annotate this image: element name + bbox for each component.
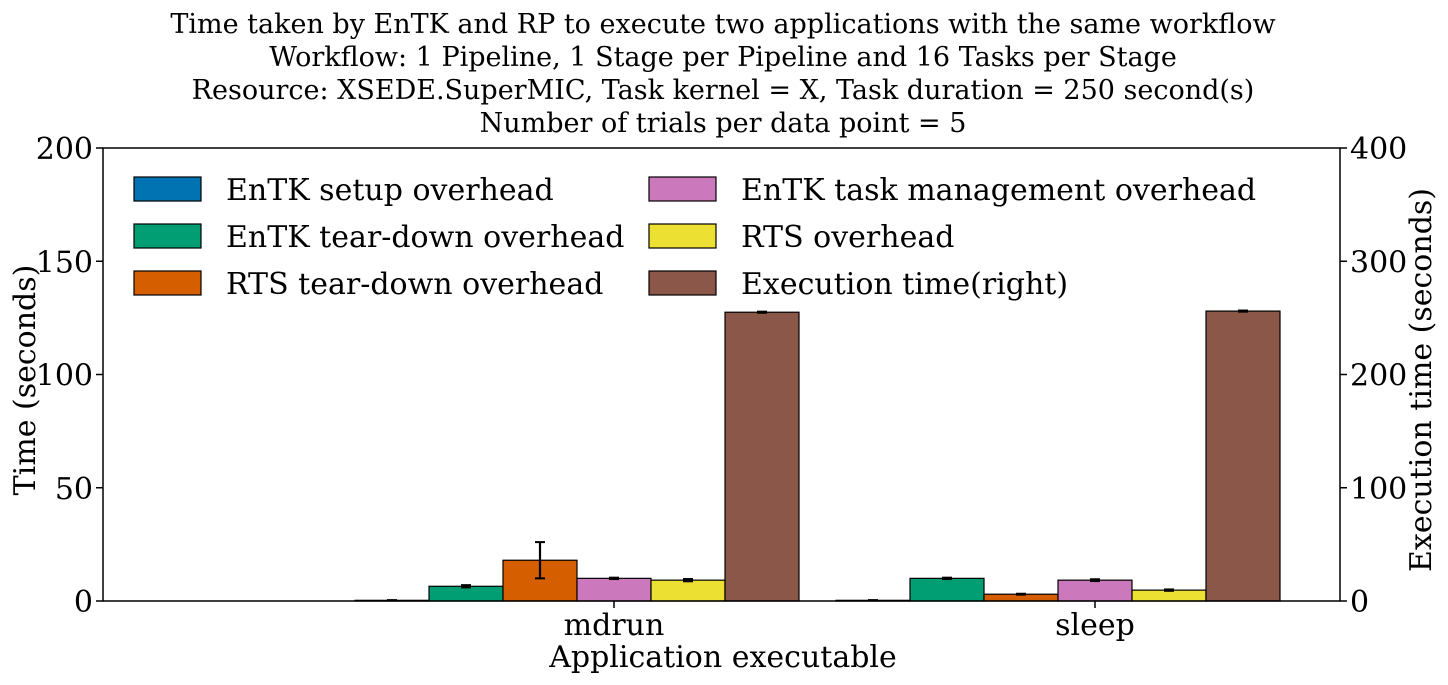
y-tick-label-left: 0 (74, 585, 93, 620)
error-bar-entk-task-management-overhead-sleep (1090, 578, 1100, 583)
legend-label: RTS overhead (741, 220, 954, 255)
bar-rts-overhead-mdrun (650, 579, 726, 602)
x-axis-label: Application executable (548, 640, 897, 675)
chart-title-line-4: Number of trials per data point = 5 (480, 108, 967, 139)
legend-label: EnTK tear-down overhead (226, 220, 624, 255)
bar-entk-tear-down-overhead-sleep (909, 577, 985, 602)
y-tick-label-left: 150 (36, 245, 93, 280)
error-bar-rts-tear-down-overhead-mdrun (535, 541, 545, 580)
x-tick-label-sleep: sleep (1055, 608, 1135, 643)
legend-swatch (648, 223, 717, 249)
y-axis-label-right: Execution time (seconds) (1404, 188, 1439, 572)
error-bar-entk-tear-down-overhead-mdrun (461, 584, 471, 589)
y-tick-label-left: 200 (36, 132, 93, 167)
legend-swatch (133, 223, 202, 249)
error-bar-rts-overhead-sleep (1164, 588, 1174, 592)
error-bar-rts-overhead-mdrun (683, 578, 693, 583)
ticks-group: 0 50 100 150 200 0 100 200 300 400 mdrun sleep (36, 132, 1408, 643)
y-tick-label-right: 300 (1350, 245, 1407, 280)
bar-entk-task-management-overhead-sleep (1057, 579, 1133, 602)
legend-label: RTS tear-down overhead (226, 267, 603, 302)
bars-group (354, 309, 1281, 602)
legend-label: EnTK task management overhead (741, 173, 1256, 208)
y-tick-label-right: 0 (1350, 585, 1369, 620)
legend: EnTK setup overhead EnTK tear-down overhe… (133, 173, 1256, 302)
legend-item-rts-overhead: RTS overhead (648, 220, 954, 255)
error-bar-execution-time-right--sleep (1238, 309, 1248, 313)
y-tick-label-right: 100 (1350, 472, 1407, 507)
error-bar-entk-tear-down-overhead-sleep (942, 576, 952, 581)
y-tick-label-right: 400 (1350, 132, 1407, 167)
y-tick-label-left: 100 (36, 359, 93, 394)
plot-frame (102, 147, 1341, 602)
bar-entk-task-management-overhead-mdrun (576, 577, 652, 602)
chart-title-line-3: Resource: XSEDE.SuperMIC, Task kernel = … (192, 75, 1255, 106)
legend-item-rts-tear-down-overhead: RTS tear-down overhead (133, 267, 603, 302)
y-axis-label-left: Time (seconds) (8, 265, 43, 496)
legend-label: EnTK setup overhead (226, 173, 554, 208)
chart-title-line-2: Workflow: 1 Pipeline, 1 Stage per Pipeli… (269, 42, 1177, 73)
legend-item-entk-tear-down-overhead: EnTK tear-down overhead (133, 220, 624, 255)
legend-swatch (133, 270, 202, 296)
error-bar-rts-tear-down-overhead-sleep (1016, 592, 1026, 596)
legend-swatch (648, 270, 717, 296)
y-tick-label-right: 200 (1350, 359, 1407, 394)
bar-entk-tear-down-overhead-mdrun (428, 585, 504, 602)
legend-item-execution-time-right-: Execution time(right) (648, 267, 1068, 302)
legend-item-entk-setup-overhead: EnTK setup overhead (133, 173, 554, 208)
error-bar-execution-time-right--mdrun (757, 310, 767, 314)
y-tick-label-left: 50 (55, 472, 93, 507)
legend-label: Execution time(right) (741, 267, 1068, 302)
bar-execution-time-right--mdrun (724, 311, 800, 602)
chart-title-line-1: Time taken by EnTK and RP to execute two… (170, 9, 1275, 40)
legend-item-entk-task-management-overhead: EnTK task management overhead (648, 173, 1256, 208)
legend-swatch (133, 176, 202, 202)
x-tick-label-mdrun: mdrun (564, 608, 665, 643)
error-bar-entk-task-management-overhead-mdrun (609, 576, 619, 581)
legend-swatch (648, 176, 717, 202)
bar-execution-time-right--sleep (1205, 310, 1281, 602)
